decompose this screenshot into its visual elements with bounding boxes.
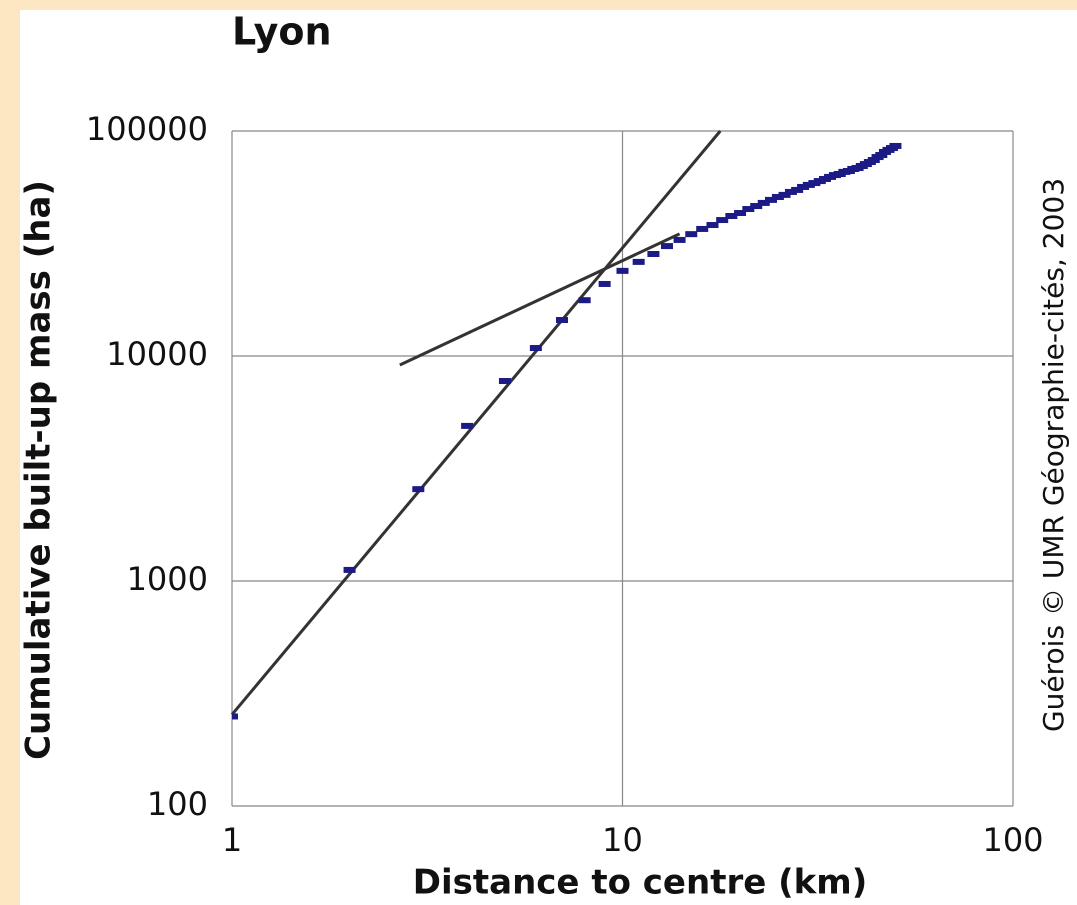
point — [412, 486, 425, 493]
point — [725, 213, 738, 220]
point — [784, 188, 797, 195]
y-tick-label: 100 — [147, 785, 208, 823]
point — [764, 196, 777, 203]
y-tick-label: 10000 — [106, 335, 208, 373]
point — [889, 142, 902, 149]
point — [778, 191, 791, 198]
point — [875, 152, 888, 159]
point — [647, 251, 660, 258]
point — [673, 236, 686, 243]
y-axis-title: Cumulative built-up mass (ha) — [19, 180, 59, 760]
chart-title: Lyon — [232, 10, 332, 54]
point — [578, 297, 591, 304]
x-axis-title: Distance to centre (km) — [413, 863, 867, 903]
credit: Guérois © UMR Géographie-cités, 2003 — [1037, 178, 1070, 732]
point — [632, 258, 645, 265]
point — [529, 345, 542, 352]
x-tick-label: 100 — [982, 821, 1043, 859]
point — [598, 280, 611, 287]
y-tick-label: 100000 — [86, 110, 208, 148]
point — [771, 193, 784, 200]
point — [716, 217, 729, 224]
fit-line — [230, 130, 722, 716]
point — [757, 199, 770, 206]
x-tick-label: 1 — [222, 821, 242, 859]
point — [706, 222, 719, 229]
point — [461, 422, 474, 429]
point — [343, 566, 356, 573]
point — [734, 210, 747, 217]
point — [742, 206, 755, 213]
point — [498, 378, 511, 385]
y-tick-label: 1000 — [127, 560, 208, 598]
fit-line — [399, 232, 681, 367]
point — [750, 203, 763, 210]
point — [616, 267, 629, 274]
point — [556, 317, 569, 324]
panel — [20, 10, 1077, 905]
point — [660, 243, 673, 250]
point — [696, 225, 709, 232]
x-tick-label: 10 — [602, 821, 643, 859]
point — [685, 231, 698, 238]
point — [232, 713, 238, 720]
